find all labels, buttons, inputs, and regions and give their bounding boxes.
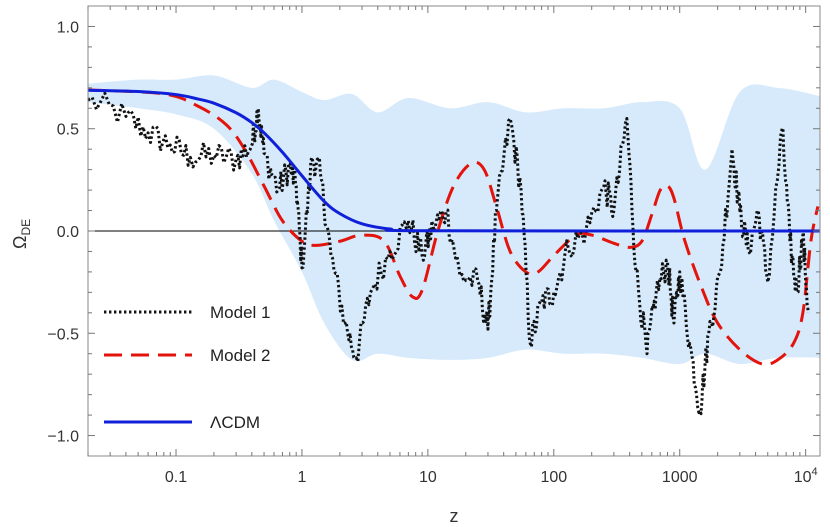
- legend-label-model-1: Model 1: [210, 303, 270, 322]
- x-tick-label: 104: [794, 466, 818, 486]
- legend-label-model-2: Model 2: [210, 346, 270, 365]
- series-lcdm: [87, 88, 821, 233]
- x-tick-label: 100: [540, 469, 567, 486]
- y-axis-label-subscript: DE: [19, 219, 33, 236]
- y-axis-label: ΩDE: [10, 219, 33, 249]
- legend-label-lcdm: ΛCDM: [210, 413, 260, 432]
- x-tick-label: 10: [419, 469, 437, 486]
- y-tick-label: −1.0: [47, 429, 79, 446]
- axis-ticks: 0.1 1 10 100 1000 104 1.0 0.5 0.0 −0.5 −1.0: [47, 6, 820, 486]
- x-axis-label: z: [450, 506, 459, 526]
- y-axis-label-main: Ω: [10, 236, 30, 249]
- x-tick-label: 1000: [662, 469, 698, 486]
- legend: Model 1 Model 2 ΛCDM: [104, 303, 270, 432]
- series-model-2: [87, 88, 820, 367]
- y-tick-label: 1.0: [57, 19, 79, 36]
- y-tick-label: 0.5: [57, 122, 79, 139]
- band-area: [88, 75, 820, 365]
- series-layer: [87, 88, 821, 416]
- y-tick-label: 0.0: [57, 224, 79, 241]
- x-tick-label: 0.1: [165, 469, 187, 486]
- x-tick-label-exponent: 4: [811, 466, 817, 478]
- x-tick-label: 1: [297, 469, 306, 486]
- y-tick-label: −0.5: [47, 326, 79, 343]
